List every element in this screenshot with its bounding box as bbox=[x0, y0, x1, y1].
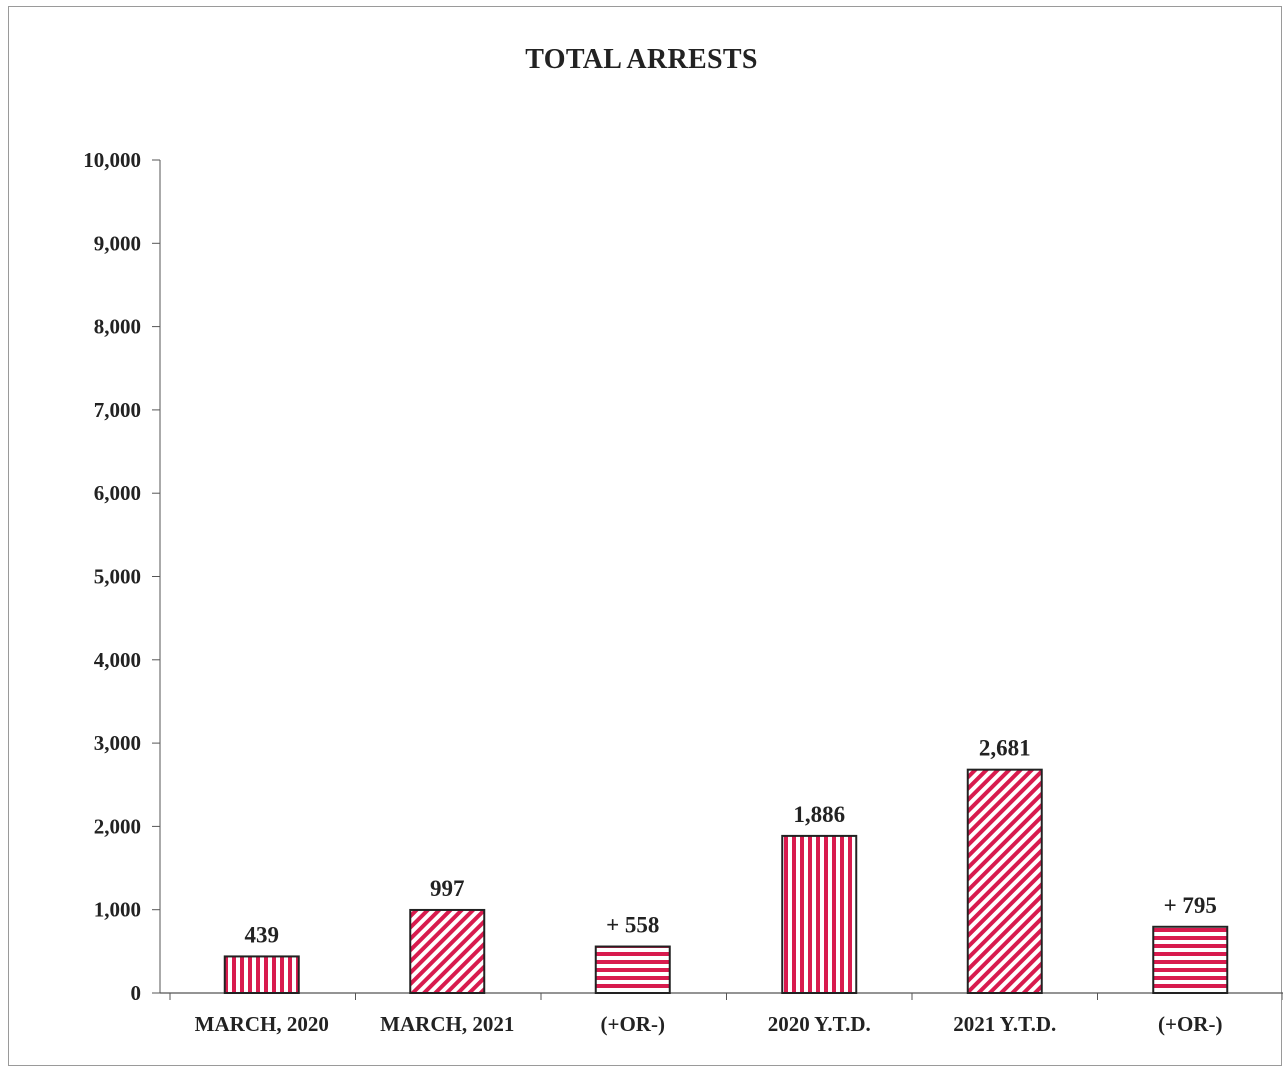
y-tick-label: 7,000 bbox=[94, 398, 141, 422]
data-label: + 558 bbox=[606, 913, 659, 938]
y-tick-label: 6,000 bbox=[94, 481, 141, 505]
y-tick-label: 3,000 bbox=[94, 731, 141, 755]
bar bbox=[594, 945, 671, 995]
x-tick-label: MARCH, 2021 bbox=[380, 1012, 514, 1036]
x-tick-label: 2021 Y.T.D. bbox=[953, 1012, 1056, 1036]
y-tick-label: 0 bbox=[131, 981, 142, 1005]
x-tick-label: (+OR-) bbox=[1158, 1012, 1222, 1036]
y-tick-label: 9,000 bbox=[94, 231, 141, 255]
data-label: + 795 bbox=[1164, 893, 1217, 918]
bar bbox=[223, 955, 300, 994]
y-tick-label: 2,000 bbox=[94, 814, 141, 838]
bar bbox=[966, 768, 1043, 995]
x-tick-label: (+OR-) bbox=[601, 1012, 665, 1036]
data-label: 2,681 bbox=[979, 736, 1031, 761]
x-tick-label: 2020 Y.T.D. bbox=[768, 1012, 871, 1036]
chart-title: TOTAL ARRESTS bbox=[525, 44, 758, 75]
bar bbox=[781, 834, 858, 994]
data-label: 997 bbox=[430, 876, 465, 901]
y-tick-label: 4,000 bbox=[94, 648, 141, 672]
y-tick-label: 8,000 bbox=[94, 315, 141, 339]
y-tick-label: 5,000 bbox=[94, 565, 141, 589]
data-label: 1,886 bbox=[793, 802, 845, 827]
y-tick-label: 10,000 bbox=[83, 148, 141, 172]
labels: 439 MARCH, 2020 997 MARCH, 2021 + 558 (+OR-) 1… bbox=[195, 736, 1223, 1036]
bar bbox=[1152, 925, 1229, 994]
bar-chart: 0 1,000 2,000 3,000 4,000 5,000 6,000 7,000 8,00… bbox=[83, 148, 1283, 1036]
y-tick-label: 1,000 bbox=[94, 898, 141, 922]
axes: 0 1,000 2,000 3,000 4,000 5,000 6,000 7,000 8,00… bbox=[83, 148, 1283, 1005]
bars bbox=[223, 768, 1229, 995]
data-label: 439 bbox=[245, 922, 280, 947]
bar bbox=[409, 908, 486, 994]
x-tick-label: MARCH, 2020 bbox=[195, 1012, 329, 1036]
